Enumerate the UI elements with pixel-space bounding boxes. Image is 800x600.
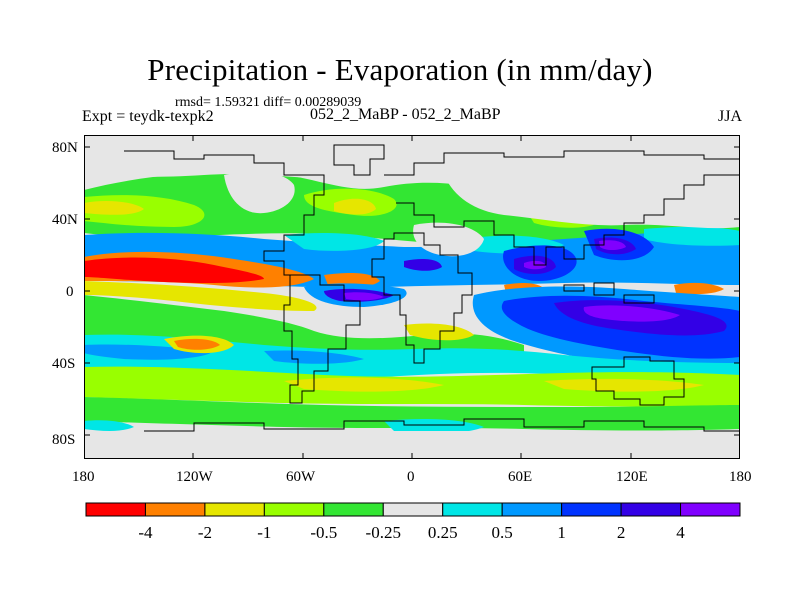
lat-label-40s: 40S	[52, 356, 75, 372]
colorbar-label-4: -0.25	[366, 523, 401, 542]
lat-label-equator: 0	[66, 284, 74, 300]
coast-indonesia	[563, 282, 655, 304]
arctic-neutral	[84, 135, 740, 181]
lat-label-80s: 80S	[52, 432, 75, 448]
colorbar-label-2: -1	[257, 523, 271, 542]
colorbar-label-3: -0.5	[310, 523, 337, 542]
colorbar-box-2	[204, 502, 265, 517]
land-neutral-africa	[413, 222, 484, 257]
sh-green-lower	[84, 397, 740, 431]
lon-label-120w: 120W	[176, 469, 214, 485]
colorbar-label-0: -4	[138, 523, 153, 542]
coast-australia	[591, 356, 685, 406]
sh-orange-patch	[174, 338, 220, 350]
indian-pacific-violet	[583, 305, 680, 322]
asian-monsoon-violet	[524, 240, 626, 270]
colorbar-label-1: -2	[198, 523, 212, 542]
map-panel	[84, 135, 740, 459]
colorbar-label-8: 2	[617, 523, 626, 542]
map-field	[84, 135, 740, 459]
stats-line: rmsd= 1.59321 diff= 0.00289039	[175, 95, 362, 110]
east-pacific-yellow	[84, 281, 317, 311]
land-neutral-asia	[444, 171, 740, 229]
north-yellow-patches	[84, 198, 376, 215]
lon-label-60e: 60E	[508, 469, 532, 485]
lat-ticks	[84, 146, 740, 436]
coast-antarctica	[144, 418, 740, 432]
coast-greenland	[333, 144, 385, 176]
sh-yellow-patch	[164, 323, 474, 354]
experiment-name: 052_2_MaBP - 052_2_MaBP	[310, 106, 501, 123]
pacific-dry-deep-red	[84, 257, 264, 283]
lon-labels: 180 120W 60W 0 60E 120E 180	[72, 469, 752, 485]
colorbar-label-6: 0.5	[492, 523, 513, 542]
colorbar-box-0	[85, 502, 146, 517]
coast-north-america	[124, 150, 325, 276]
colorbar-box-8	[561, 502, 622, 517]
lat-label-40n: 40N	[52, 212, 78, 228]
lat-labels: 80N 40N 0 40S 80S	[52, 140, 78, 448]
lon-label-180-left: 180	[72, 469, 95, 485]
map-svg	[84, 135, 740, 459]
colorbar-box-6	[442, 502, 503, 517]
lon-ticks	[192, 135, 632, 459]
colorbar-box-10	[680, 502, 741, 517]
colorbar-box-1	[144, 502, 206, 517]
lon-label-180-right: 180	[729, 469, 752, 485]
lon-label-60w: 60W	[286, 469, 316, 485]
coastlines	[124, 144, 740, 432]
colorbar-box-5	[382, 502, 444, 517]
lon-label-120e: 120E	[616, 469, 648, 485]
coast-africa	[371, 232, 473, 364]
land-neutral-north-america	[224, 171, 295, 214]
colorbar-box-7	[501, 502, 563, 517]
coast-south-america	[283, 274, 361, 404]
colorbar-box-4	[323, 502, 384, 517]
colorbar-label-5: 0.25	[428, 523, 458, 542]
sh-yellow-belt	[284, 377, 704, 392]
colorbar: -4 -2 -1 -0.5 -0.25 0.25 0.5 1 2 4	[85, 502, 741, 542]
atlantic-violet	[344, 292, 384, 301]
lat-label-80n: 80N	[52, 140, 78, 156]
coast-eurasia	[384, 150, 740, 266]
colorbar-box-3	[263, 502, 325, 517]
colorbar-label-9: 4	[676, 523, 685, 542]
nh-tropical-cyan	[284, 226, 740, 254]
colorbar-box-9	[620, 502, 682, 517]
experiment-label: Expt = teydk-texpk2	[82, 108, 214, 125]
colorbar-label-7: 1	[557, 523, 566, 542]
sh-cyan-band	[84, 334, 740, 380]
map-title: Precipitation - Evaporation (in mm/day)	[147, 52, 653, 87]
lon-label-0: 0	[407, 469, 415, 485]
season-label: JJA	[717, 108, 742, 125]
east-pacific-orange	[324, 273, 724, 296]
